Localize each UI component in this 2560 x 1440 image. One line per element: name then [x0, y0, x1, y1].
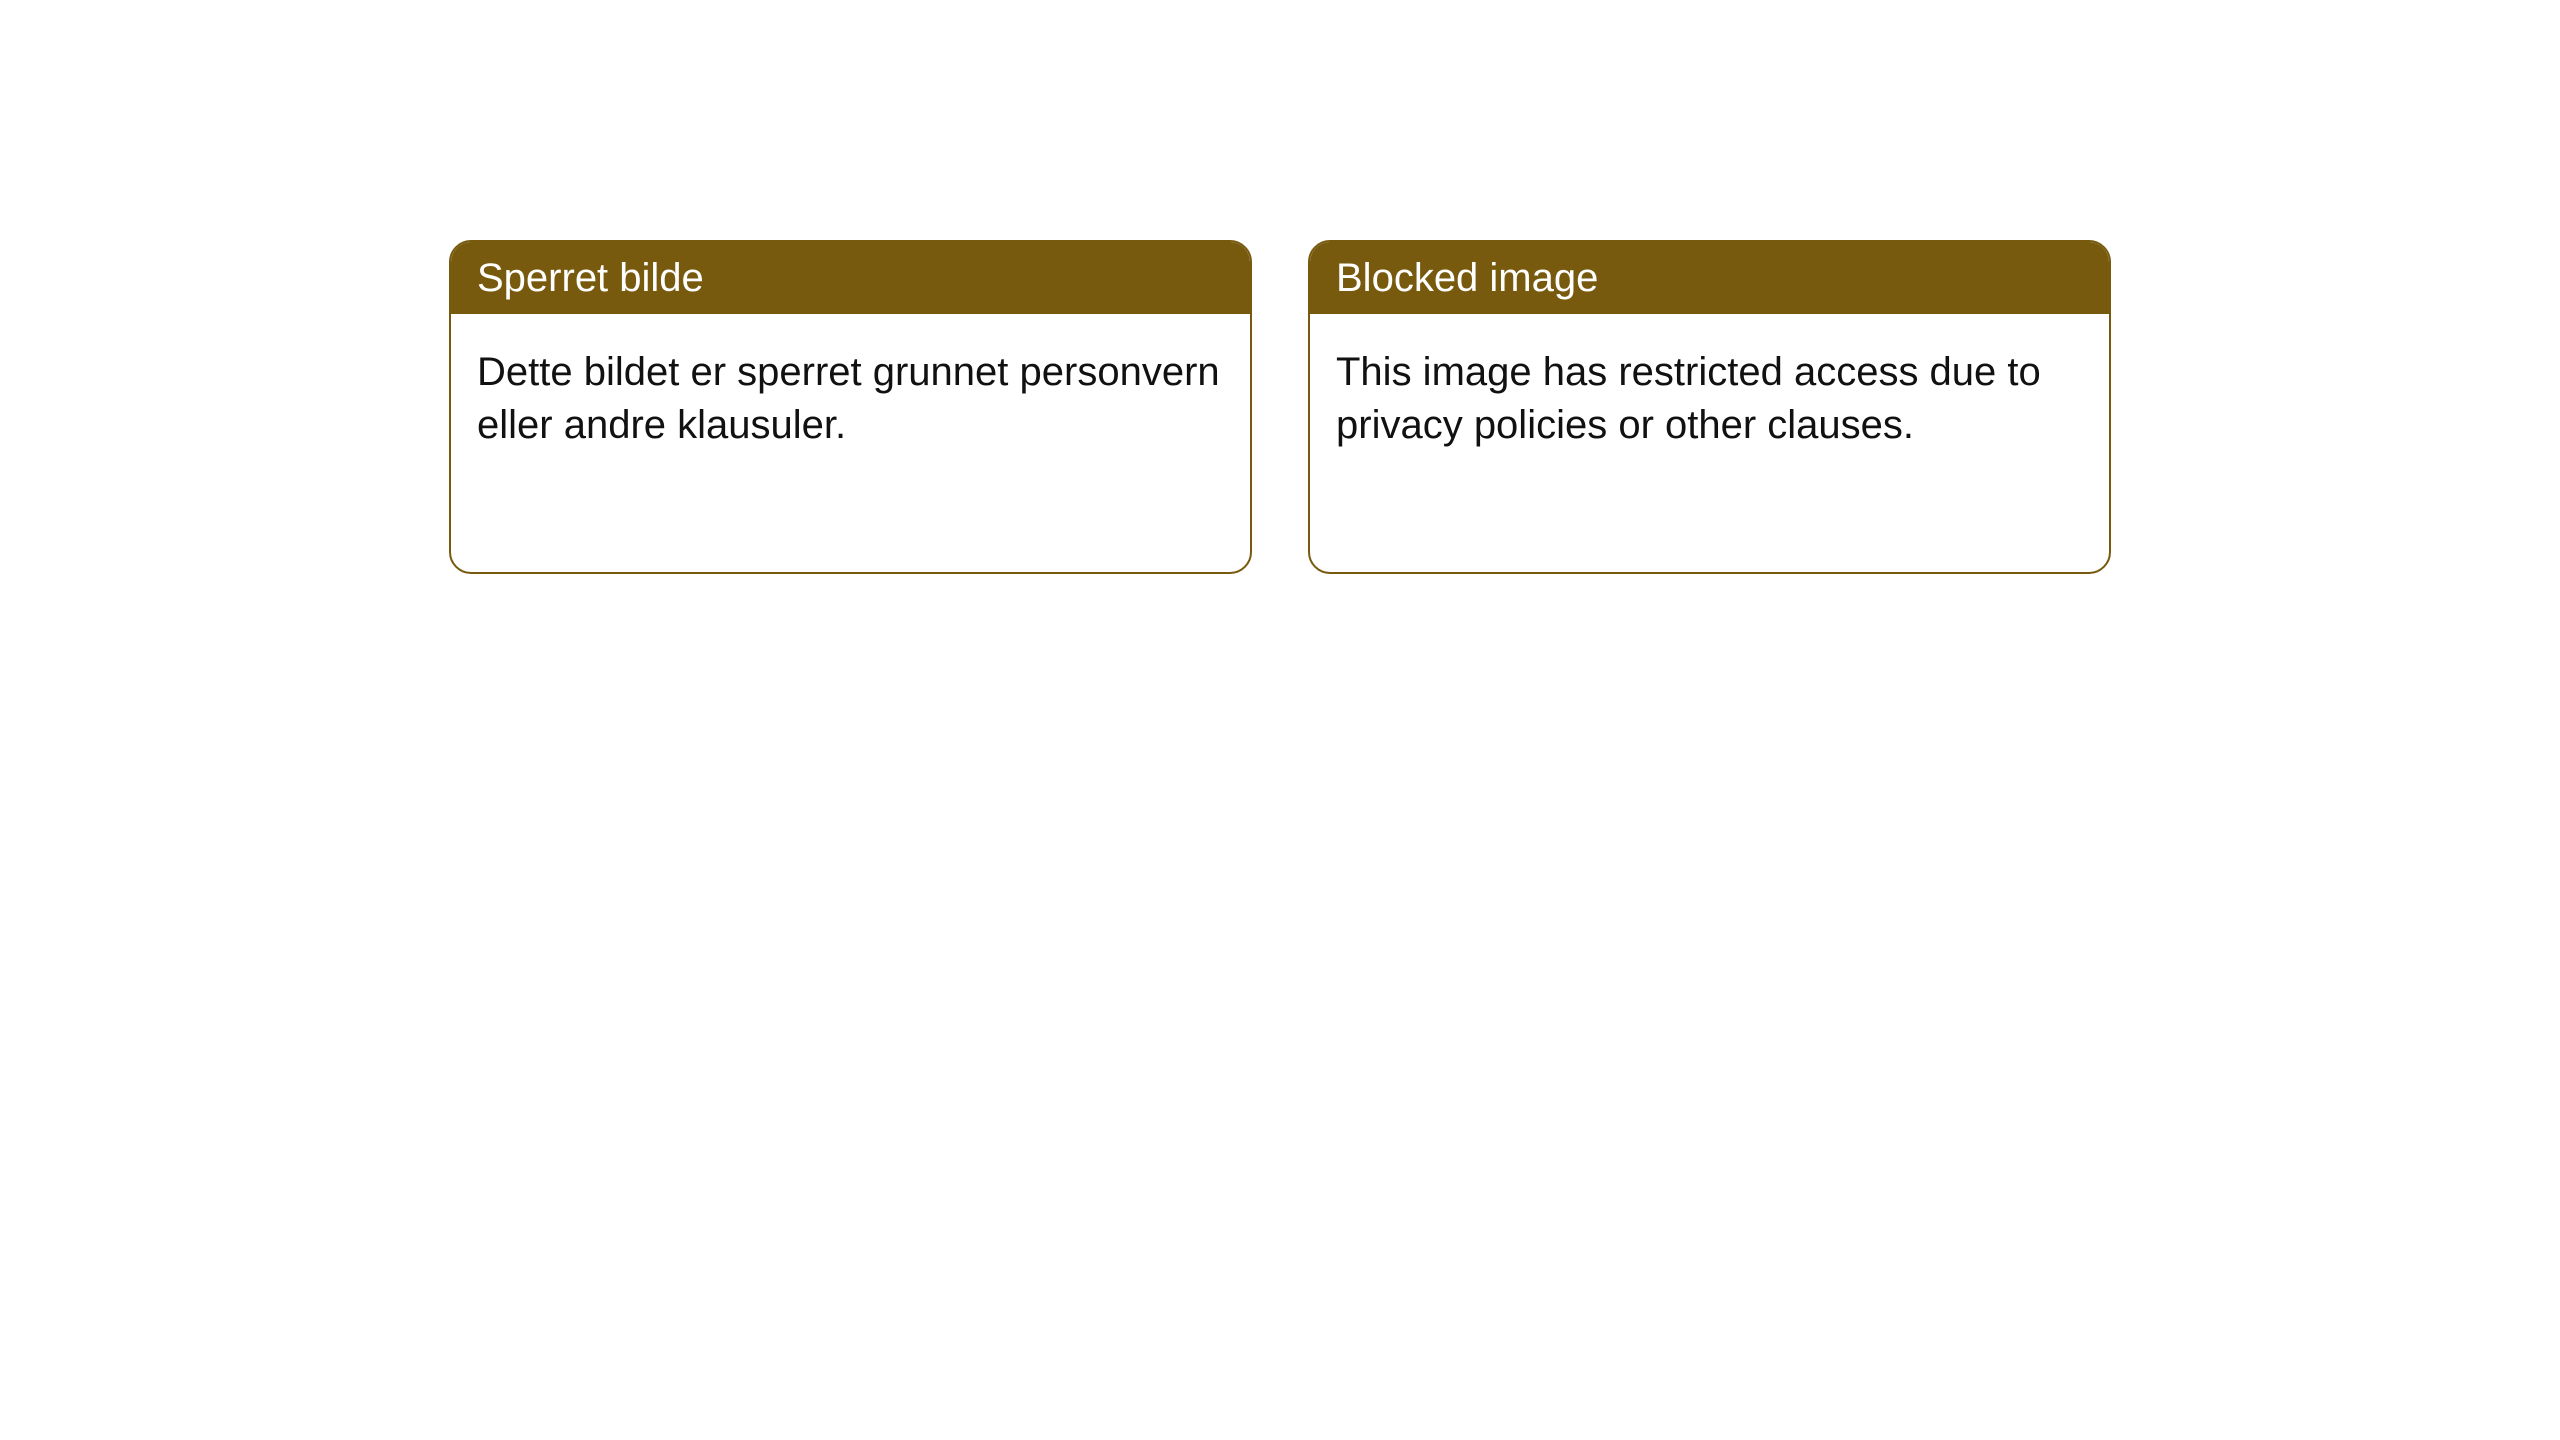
card-body-no: Dette bildet er sperret grunnet personve… [451, 314, 1250, 484]
blocked-image-notice-no: Sperret bilde Dette bildet er sperret gr… [449, 240, 1252, 574]
notice-container: Sperret bilde Dette bildet er sperret gr… [449, 240, 2111, 574]
card-header-en: Blocked image [1310, 242, 2109, 314]
blocked-image-notice-en: Blocked image This image has restricted … [1308, 240, 2111, 574]
card-header-no: Sperret bilde [451, 242, 1250, 314]
card-body-en: This image has restricted access due to … [1310, 314, 2109, 484]
